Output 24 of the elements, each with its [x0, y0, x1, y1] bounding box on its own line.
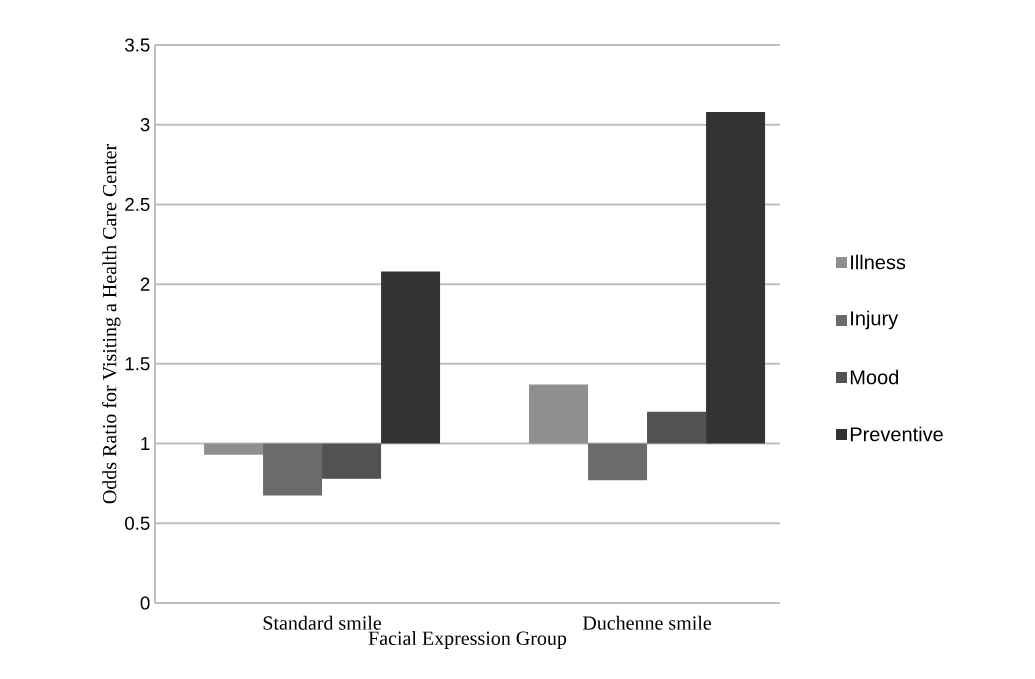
bar	[647, 411, 707, 444]
bar	[263, 443, 323, 496]
bar	[706, 111, 766, 444]
bar	[588, 443, 648, 481]
bar	[529, 384, 589, 444]
bar	[204, 443, 264, 455]
legend-label: Injury	[851, 310, 899, 330]
legend-label: Preventive	[850, 426, 943, 442]
y-tick-label: 1	[141, 437, 150, 450]
y-tick-label: 3	[140, 118, 150, 132]
y-tick-label: 2.5	[125, 197, 150, 212]
x-tick-label: Duchenne smile	[582, 615, 712, 630]
x-tick-label: Standard smile	[263, 615, 382, 630]
legend-label: Mood	[850, 369, 898, 385]
y-axis-title: Odds Ratio for Visiting a Health Care Center	[102, 143, 121, 504]
x-axis-title: Facial Expression Group	[368, 630, 567, 650]
bar	[381, 271, 441, 444]
y-tick-label: 1.5	[125, 357, 150, 371]
y-tick-label: 2	[140, 277, 150, 291]
legend-label: Illness	[851, 254, 906, 270]
bar	[322, 443, 382, 479]
y-tick-label: 0	[140, 596, 150, 610]
y-tick-label: 0.5	[125, 516, 150, 530]
y-tick-label: 3.5	[125, 38, 150, 52]
